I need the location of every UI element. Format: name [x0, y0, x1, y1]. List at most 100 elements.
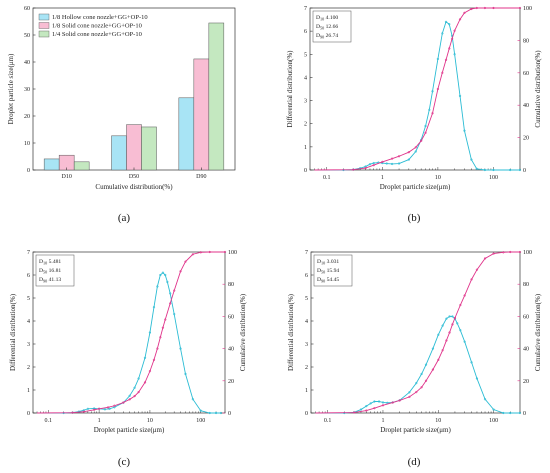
cumulative-curve-line — [314, 7, 520, 171]
differential-point — [169, 292, 172, 295]
cumulative-point — [448, 47, 451, 50]
cumulative-point — [381, 404, 385, 407]
y-tick-label: 6 — [27, 273, 30, 279]
bar-d90-series-1 — [178, 97, 195, 171]
cumulative-point — [431, 112, 434, 115]
cumulative-point — [408, 395, 411, 399]
differential-point — [458, 94, 462, 98]
x-tick-label: 10 — [147, 418, 153, 424]
y-tick-label: 5 — [305, 296, 308, 302]
x-tick-label: 0.1 — [323, 175, 331, 181]
x-tick-label: 0.1 — [324, 418, 332, 424]
legend-swatch — [38, 30, 50, 38]
differential-point — [108, 407, 111, 411]
y-tick-label: 1 — [27, 388, 30, 394]
cumulative-point — [475, 268, 479, 271]
differential-point — [191, 398, 195, 401]
y-tick-label: 3 — [305, 342, 308, 348]
y-right-axis-label: Cumulative distribution(%) — [239, 293, 247, 371]
differential-point — [414, 150, 417, 153]
y-tick-label: 1 — [304, 145, 307, 151]
cumulative-point — [179, 270, 182, 273]
cumulative-point — [148, 369, 152, 373]
differential-point — [179, 347, 182, 350]
cumulative-point — [459, 303, 462, 307]
differential-point — [372, 161, 375, 165]
differential-point — [444, 20, 448, 24]
cumulative-point — [159, 336, 162, 339]
cumulative-point — [223, 250, 227, 254]
cumulative-point — [113, 404, 116, 407]
y-right-tick-label: 0 — [228, 411, 231, 417]
x-tick-label: 100 — [489, 418, 498, 424]
y-axis-label: Differential distribution(%) — [9, 293, 17, 371]
cumulative-point — [208, 250, 211, 254]
differential-point — [113, 406, 116, 409]
cumulative-point — [424, 379, 428, 382]
legend-swatch — [38, 13, 50, 21]
y-tick-label: 7 — [304, 6, 307, 12]
y-tick-label: 4 — [305, 319, 308, 325]
differential-point — [483, 168, 487, 172]
cumulative-point — [492, 6, 495, 10]
y-axis-label: Differential distribution(%) — [286, 50, 294, 128]
differential-point — [214, 411, 218, 415]
y-tick-label: 20 — [24, 114, 30, 120]
stats-line-d10: D10 3.031 — [317, 259, 339, 266]
cumulative-point — [483, 257, 487, 260]
plot-frame — [32, 251, 226, 414]
x-tick-label: 10 — [435, 175, 441, 181]
cumulative-point — [161, 326, 165, 329]
differential-point — [152, 306, 156, 309]
differential-point — [448, 315, 451, 318]
cumulative-point — [169, 302, 172, 305]
cumulative-point — [458, 18, 462, 21]
differential-point — [424, 124, 427, 128]
y-right-tick-label: 60 — [523, 71, 529, 77]
x-tick-label: 1 — [98, 418, 101, 424]
stats-line-d10: D10 4.100 — [316, 15, 338, 22]
cumulative-point — [352, 168, 355, 171]
stats-line-d10: D10 5.481 — [39, 259, 61, 266]
differential-point — [492, 408, 495, 411]
differential-point — [436, 57, 440, 61]
cumulative-point — [445, 339, 448, 342]
cumulative-point — [164, 318, 167, 321]
y-right-axis-label: Cumulative distribution(%) — [534, 50, 542, 128]
y-right-tick-label: 40 — [523, 103, 529, 109]
stats-line-d50: D50 15.94 — [317, 268, 339, 275]
differential-curve-line — [314, 21, 520, 171]
differential-point — [407, 158, 410, 161]
differential-point — [373, 400, 376, 403]
panel-label-c: (c) — [118, 456, 131, 468]
y-tick-label: 6 — [305, 273, 308, 279]
y-tick-label: 40 — [24, 60, 30, 66]
differential-point — [143, 356, 147, 359]
differential-point — [365, 404, 368, 408]
cumulative-curve-line — [37, 251, 225, 414]
differential-point — [459, 329, 462, 332]
x-tick-label: 1 — [381, 175, 384, 181]
differential-point — [184, 372, 187, 376]
x-tick-label: 0.1 — [45, 418, 53, 424]
differential-point — [369, 402, 372, 405]
differential-point — [86, 407, 89, 411]
differential-point — [219, 411, 223, 415]
cumulative-point — [450, 37, 454, 40]
y-tick-label: 0 — [305, 411, 308, 417]
differential-point — [431, 347, 435, 350]
y-right-tick-label: 60 — [523, 314, 529, 320]
differential-point — [448, 23, 451, 26]
x-tick-label: 100 — [196, 418, 205, 424]
y-right-tick-label: 20 — [523, 379, 529, 385]
y-tick-label: 30 — [24, 87, 30, 93]
y-right-tick-label: 100 — [523, 6, 532, 12]
y-tick-label: 60 — [24, 6, 30, 12]
stats-box — [35, 254, 75, 287]
differential-point — [408, 391, 411, 394]
differential-point — [377, 400, 381, 403]
differential-curve-line — [37, 272, 221, 414]
differential-point — [148, 331, 152, 334]
bar-d90-series-3 — [208, 22, 225, 171]
